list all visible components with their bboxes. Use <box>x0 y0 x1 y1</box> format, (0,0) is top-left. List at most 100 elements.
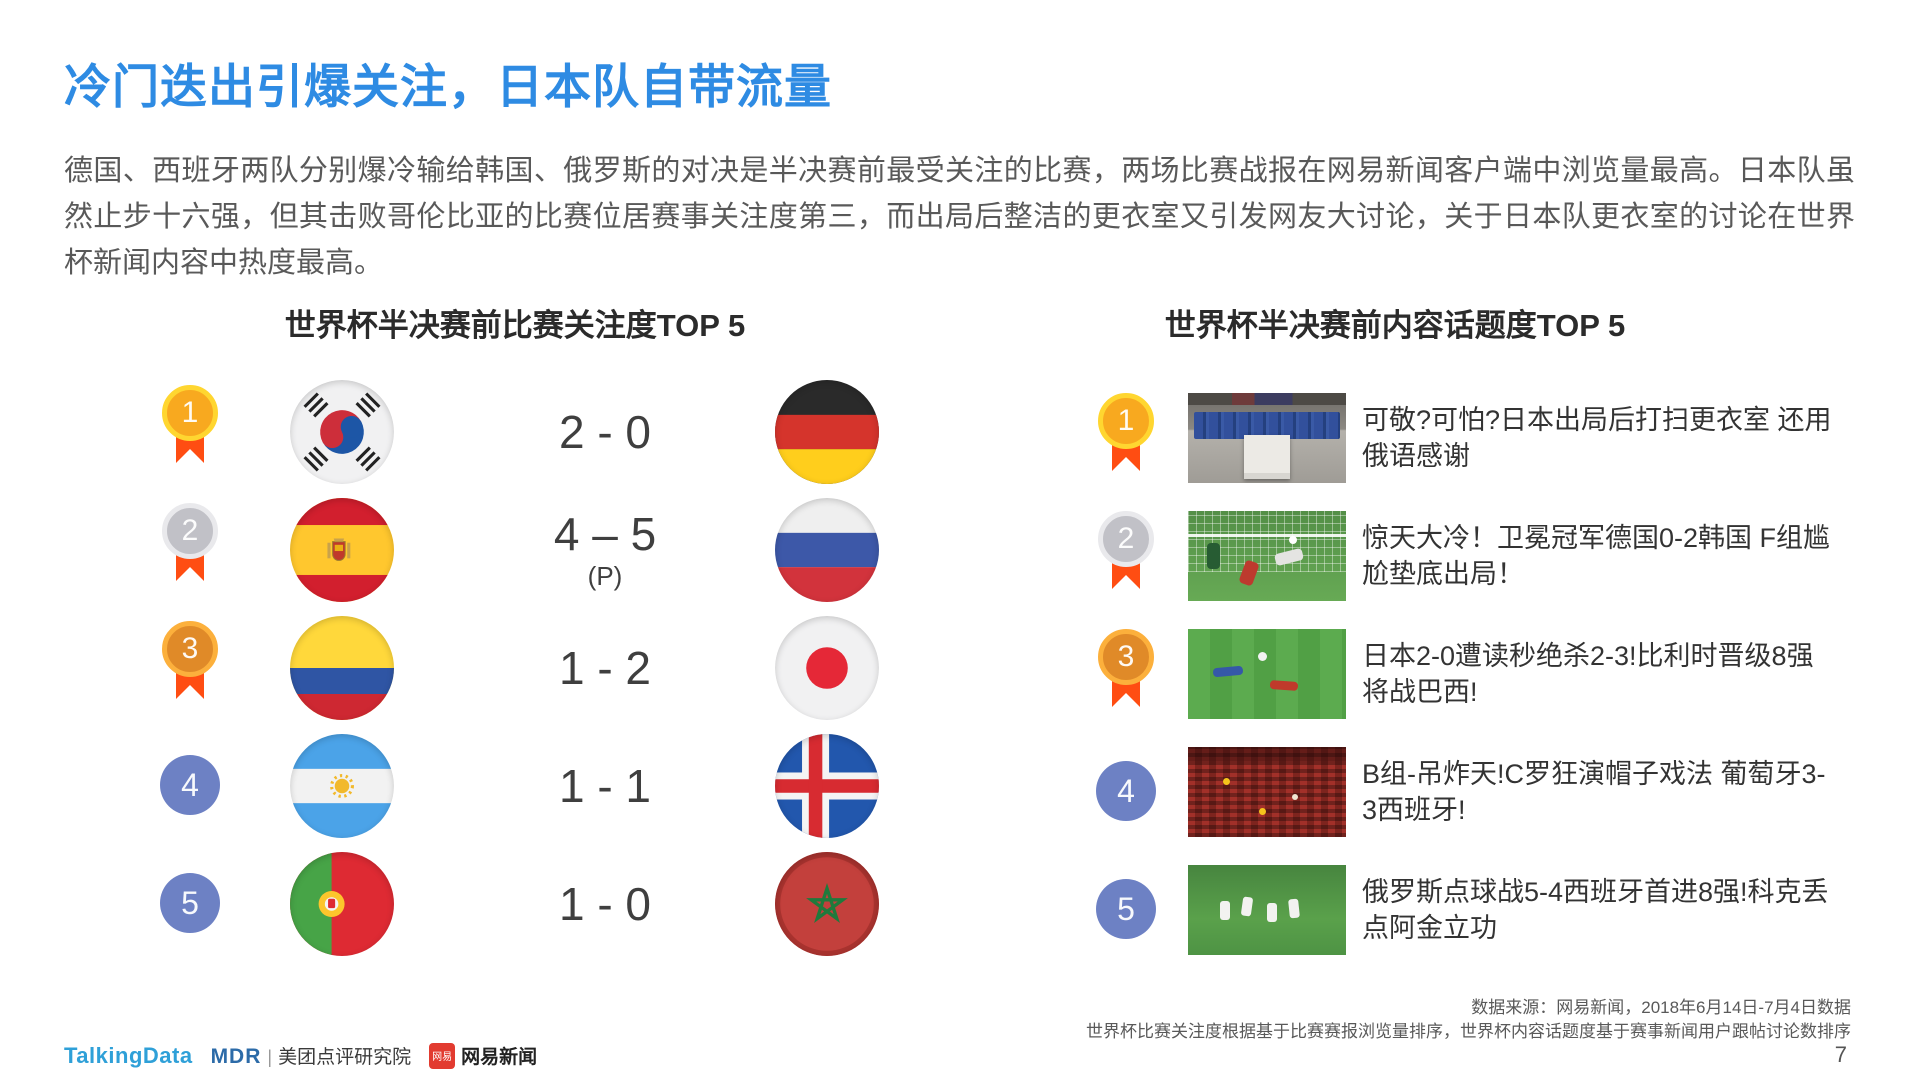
thumb-detail <box>1188 747 1346 837</box>
argentina-flag-icon <box>290 734 394 838</box>
pitch-scene-thumbnail <box>1188 629 1346 719</box>
spain-flag-icon <box>290 498 394 602</box>
meituan-research-label: 美团点评研究院 <box>278 1047 412 1068</box>
thumb-detail <box>1188 393 1346 405</box>
thumb-detail <box>1212 665 1244 678</box>
silver-medal-icon: 2 <box>1098 511 1154 595</box>
thumb-detail <box>1244 435 1290 480</box>
match-row-5: 5 1 - 0 <box>140 845 930 963</box>
netease-news-logo: 网易 网易新闻 <box>429 1042 537 1069</box>
news-headline: 惊天大冷！卫冕冠军德国0-2韩国 F组尴尬垫底出局！ <box>1362 523 1831 589</box>
source-line-2: 世界杯比赛关注度根据基于比赛赛报浏览量排序，世界杯内容话题度基于赛事新闻用户跟帖… <box>1086 1022 1851 1041</box>
south-korea-flag-icon <box>290 380 394 484</box>
score-text: 1 - 1 <box>558 760 652 812</box>
news-headline: 可敬?可怕?日本出局后打扫更衣室 还用俄语感谢 <box>1362 405 1832 471</box>
rank-5-badge: 5 <box>1096 879 1156 939</box>
silver-medal-icon: 2 <box>162 503 218 587</box>
medal-disc: 2 <box>1098 511 1154 567</box>
bronze-medal-icon: 3 <box>1098 629 1154 713</box>
medal-disc: 3 <box>162 621 218 677</box>
rank-number: 4 <box>1117 772 1135 809</box>
rank-number: 1 <box>181 396 199 429</box>
medal-disc: 1 <box>162 385 218 441</box>
thumb-detail <box>1267 902 1277 922</box>
ribbon-notch <box>1112 575 1140 589</box>
topic-row-4: 4 B组-吊炸天!C罗狂演帽子戏法 葡萄牙3-3西班牙! <box>1090 733 1860 851</box>
russia-flag-icon <box>775 498 879 602</box>
rank-number: 4 <box>181 766 199 803</box>
goal-scene-thumbnail <box>1188 511 1346 601</box>
footer-logos: TalkingData MDR | 美团点评研究院 网易 网易新闻 <box>64 1042 537 1069</box>
talkingdata-logo: TalkingData <box>64 1042 193 1068</box>
rank-number: 5 <box>181 884 199 921</box>
news-headline: B组-吊炸天!C罗狂演帽子戏法 葡萄牙3-3西班牙! <box>1362 759 1826 825</box>
match-score: 4 – 5 (P) <box>500 508 710 592</box>
topic-row-3: 3 日本2-0遭读秒绝杀2-3!比利时晋级8强将战巴西! <box>1090 615 1860 733</box>
thumb-detail <box>1292 793 1299 800</box>
match-score: 2 - 0 <box>500 406 710 458</box>
thumb-detail <box>1257 652 1267 662</box>
ribbon-notch <box>1112 457 1140 471</box>
rank-number: 2 <box>1117 522 1135 555</box>
match-row-4: 4 1 - 1 <box>140 727 930 845</box>
topic-row-5: 5 俄罗斯点球战5-4西班牙首进8强!科克丢点阿金立功 <box>1090 851 1860 969</box>
content-topic-panel: 世界杯半决赛前内容话题度TOP 5 1 可敬?可怕?日本出局后打扫更衣室 还用俄… <box>1090 306 1860 969</box>
crowd-scene-thumbnail <box>1188 747 1346 837</box>
match-row-1: 1 <box>140 373 930 491</box>
score-text: 1 - 2 <box>558 642 652 694</box>
data-source-note: 数据来源：网易新闻，2018年6月14日-7月4日数据 世界杯比赛关注度根据基于… <box>1086 996 1851 1044</box>
page-number: 7 <box>1834 1042 1847 1067</box>
score-note: (P) <box>587 561 623 591</box>
news-headline: 日本2-0遭读秒绝杀2-3!比利时晋级8强将战巴西! <box>1362 641 1814 707</box>
meituan-dianping-research-logo: MDR | 美团点评研究院 <box>211 1042 412 1069</box>
topic-rows: 1 可敬?可怕?日本出局后打扫更衣室 还用俄语感谢 2 <box>1090 379 1860 969</box>
ribbon-notch <box>176 567 204 581</box>
rank-5-badge: 5 <box>160 873 220 933</box>
thumb-detail <box>1188 747 1346 762</box>
thumb-detail <box>1222 777 1230 785</box>
match-panel-title: 世界杯半决赛前比赛关注度TOP 5 <box>284 308 746 343</box>
gold-medal-icon: 1 <box>1098 393 1154 477</box>
match-row-3: 3 1 - 2 <box>140 609 930 727</box>
thumb-detail <box>1289 536 1298 545</box>
score-text: 1 - 0 <box>558 878 652 930</box>
germany-flag-icon <box>775 380 879 484</box>
thumb-detail <box>1288 898 1301 919</box>
medal-disc: 3 <box>1098 629 1154 685</box>
intro-paragraph: 德国、西班牙两队分别爆冷输给韩国、俄罗斯的对决是半决赛前最受关注的比赛，两场比赛… <box>64 155 1855 279</box>
colombia-flag-icon <box>290 616 394 720</box>
rank-number: 2 <box>181 514 199 547</box>
medal-disc: 1 <box>1098 393 1154 449</box>
celebration-thumbnail <box>1188 865 1346 955</box>
thumb-detail <box>1269 680 1299 692</box>
score-text: 2 - 0 <box>558 406 652 458</box>
topic-row-1: 1 可敬?可怕?日本出局后打扫更衣室 还用俄语感谢 <box>1090 379 1860 497</box>
thumb-detail <box>1206 543 1220 570</box>
news-headline: 俄罗斯点球战5-4西班牙首进8强!科克丢点阿金立功 <box>1362 877 1829 943</box>
ribbon-notch <box>1112 693 1140 707</box>
match-score: 1 - 1 <box>500 760 710 812</box>
match-attention-panel: 世界杯半决赛前比赛关注度TOP 5 1 <box>140 306 930 963</box>
score-text: 4 – 5 <box>553 508 657 560</box>
page-title: 冷门迭出引爆关注，日本队自带流量 <box>64 60 832 113</box>
match-rows: 1 <box>140 373 930 963</box>
netease-news-label: 网易新闻 <box>461 1047 538 1068</box>
source-line-1: 数据来源：网易新闻，2018年6月14日-7月4日数据 <box>1471 998 1851 1017</box>
match-score: 1 - 0 <box>500 878 710 930</box>
rank-number: 3 <box>1117 640 1135 673</box>
iceland-flag-icon <box>775 734 879 838</box>
rank-4-badge: 4 <box>1096 761 1156 821</box>
topic-row-2: 2 惊天大冷！卫冕冠军德国0-2韩国 F组尴尬垫底出局！ <box>1090 497 1860 615</box>
gold-medal-icon: 1 <box>162 385 218 469</box>
logo-divider: | <box>267 1047 273 1067</box>
topic-panel-title: 世界杯半决赛前内容话题度TOP 5 <box>1164 308 1626 343</box>
rank-number: 5 <box>1117 890 1135 927</box>
rank-4-badge: 4 <box>160 755 220 815</box>
ribbon-notch <box>176 449 204 463</box>
match-row-2: 2 4 – 5 (P) <box>140 491 930 609</box>
netease-badge-icon: 网易 <box>429 1042 456 1069</box>
ribbon-notch <box>176 685 204 699</box>
thumb-detail <box>1259 808 1267 816</box>
thumb-detail <box>1188 534 1346 538</box>
